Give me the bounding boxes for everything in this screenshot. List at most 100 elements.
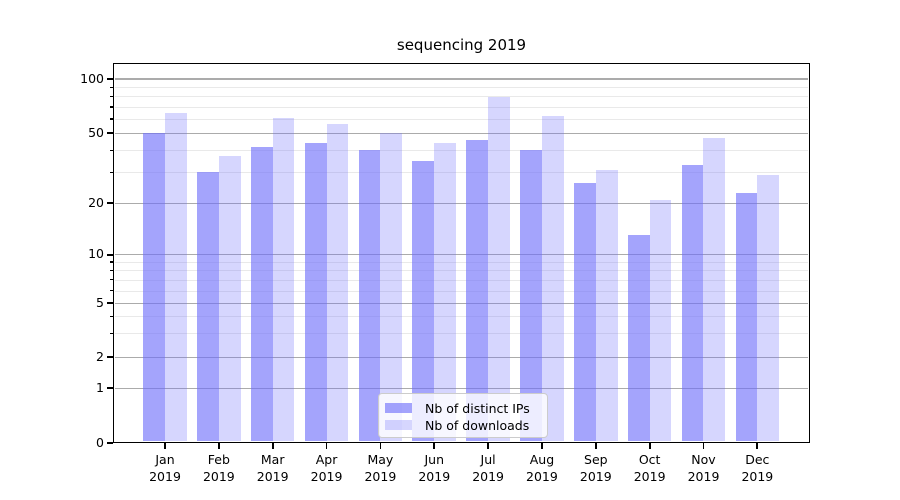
y-tick-label: 50 [88,125,104,141]
y-gridline-minor [114,87,809,89]
y-tick-mark [106,387,113,390]
x-tick-mark [648,443,651,449]
x-tick-label-may: May 2019 [350,451,410,485]
x-tick-year: 2019 [687,469,720,484]
y-minor-tick-mark [109,261,113,263]
x-tick-mark [487,443,489,449]
x-tick-year: 2019 [579,469,612,484]
x-tick-year: 2019 [418,469,451,484]
y-gridline-major [114,387,809,389]
x-tick-month: May [367,452,394,467]
x-tick-label-dec: Dec 2019 [727,451,787,485]
x-tick-year: 2019 [472,469,504,484]
x-tick-year: 2019 [310,469,343,484]
x-tick-mark [594,443,597,449]
y-tick-mark [106,442,113,444]
y-minor-tick-mark [109,315,113,318]
x-tick-year: 2019 [256,469,289,484]
x-tick-label-nov: Nov 2019 [674,451,734,485]
y-gridline-major [114,202,809,204]
bar-jul-distinct-ips [466,139,489,442]
x-tick-month: Nov [691,452,716,467]
x-tick-year: 2019 [202,469,235,484]
x-tick-label-jan: Jan 2019 [135,451,195,485]
chart-title: sequencing 2019 [396,36,527,54]
x-tick-mark [379,443,382,449]
x-tick-mark [541,443,543,449]
y-tick-mark [106,132,113,135]
x-tick-mark [756,443,759,449]
bar-jun-distinct-ips [412,160,435,442]
legend-label-downloads: Nb of downloads [425,417,530,433]
legend-row: Nb of downloads [385,417,539,434]
bar-jan-distinct-ips [143,133,165,442]
x-tick-year: 2019 [633,469,666,484]
y-gridline-minor [114,262,809,264]
bar-feb-distinct-ips [197,172,219,442]
x-tick-month: Jun [424,452,445,467]
bar-sep-distinct-ips [573,183,596,442]
bar-mar-downloads [272,117,295,442]
y-minor-tick-mark [109,149,113,151]
y-gridline-major [114,132,809,134]
bar-jan-downloads [164,112,187,442]
bar-aug-downloads [541,116,564,442]
bar-sep-downloads [595,169,618,442]
y-gridline-minor [114,333,809,335]
y-gridline-minor [114,106,809,108]
y-tick-mark [106,78,113,80]
y-minor-tick-mark [109,289,113,292]
x-tick-year: 2019 [364,469,397,484]
y-tick-label: 20 [88,195,104,211]
y-gridline-minor [114,290,809,292]
y-gridline-minor [114,316,809,318]
bar-jul-downloads [488,97,510,442]
x-tick-label-jun: Jun 2019 [404,451,464,485]
legend-label-distinct-ips: Nb of distinct IPs [425,400,530,416]
y-gridline-major [114,254,809,256]
y-tick-label: 10 [88,246,104,262]
y-minor-tick-mark [109,118,113,120]
x-tick-month: Jul [480,452,496,467]
y-gridline-minor [114,279,809,281]
y-gridline-minor [114,96,809,98]
x-tick-month: Dec [745,452,770,467]
bar-oct-distinct-ips [627,235,650,442]
y-tick-mark [106,302,113,305]
x-tick-month: Jan [155,452,175,467]
x-tick-month: Oct [638,452,661,467]
y-gridline-minor [114,150,809,152]
y-tick-label: 2 [96,349,104,365]
plot-area [114,65,809,442]
y-tick-label: 5 [96,295,104,311]
y-minor-tick-mark [109,269,113,271]
bar-oct-downloads [649,199,672,442]
x-tick-mark [433,443,436,449]
y-minor-tick-mark [109,171,113,173]
bar-dec-distinct-ips [735,192,758,442]
bar-apr-downloads [326,124,349,442]
x-tick-label-oct: Oct 2019 [620,451,680,485]
bar-feb-downloads [218,156,241,442]
y-gridline-major [114,302,809,304]
bar-aug-distinct-ips [520,150,542,442]
x-tick-year: 2019 [149,469,181,484]
legend: Nb of distinct IPs Nb of downloads [378,392,548,438]
x-tick-label-jul: Jul 2019 [458,451,518,485]
bar-jun-downloads [434,143,457,442]
y-gridline-minor [114,270,809,272]
legend-swatch-downloads [385,419,412,431]
y-minor-tick-mark [109,86,113,88]
x-tick-month: Sep [584,452,608,467]
x-tick-mark [271,443,274,449]
bar-may-downloads [380,133,403,442]
y-gridline-minor [114,119,809,120]
bar-mar-distinct-ips [250,146,273,442]
x-tick-month: Feb [207,452,230,467]
y-minor-tick-mark [109,332,113,334]
y-minor-tick-mark [109,106,113,108]
x-tick-month: Mar [260,452,285,467]
bar-nov-distinct-ips [681,165,704,442]
x-tick-mark [217,443,220,449]
